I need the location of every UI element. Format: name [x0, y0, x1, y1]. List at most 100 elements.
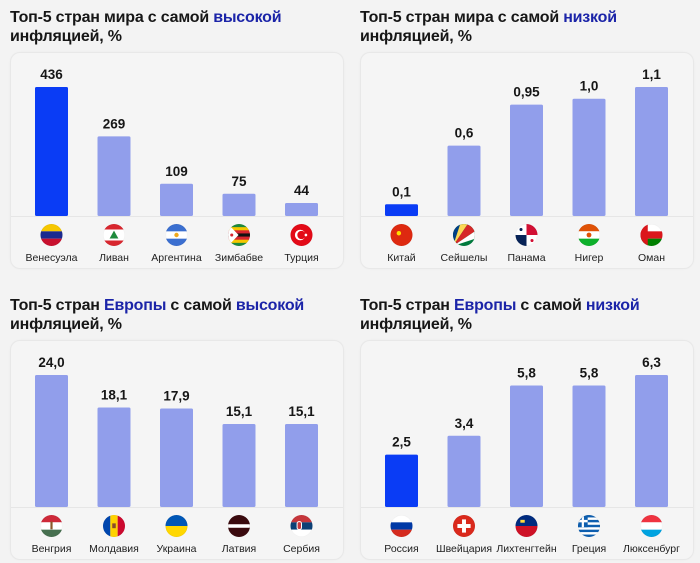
- value-label: 75: [231, 174, 247, 189]
- title-text: Топ-5 стран мира с самой: [360, 9, 564, 26]
- ukraine-flag-icon: [165, 515, 188, 537]
- switzerland-flag-icon: [453, 515, 475, 537]
- category-label: Китай: [387, 252, 416, 264]
- value-label: 15,1: [288, 404, 315, 419]
- bar: [510, 385, 543, 507]
- category-label: Нигер: [575, 252, 604, 264]
- category-label: Россия: [384, 543, 418, 555]
- category-label: Венесуэла: [26, 252, 78, 264]
- title-text-end: инфляцией, %: [10, 316, 122, 333]
- bar: [160, 183, 193, 216]
- seychelles-flag-icon: [453, 224, 475, 246]
- value-label: 6,3: [642, 355, 661, 370]
- category-label: Лихтенгтейн: [496, 543, 556, 555]
- category-label: Сейшелы: [441, 252, 488, 264]
- bar: [160, 408, 193, 507]
- bar: [385, 204, 418, 216]
- title-text-end: инфляцией, %: [10, 28, 122, 45]
- value-label: 24,0: [38, 355, 64, 370]
- value-label: 109: [165, 164, 188, 179]
- luxembourg-flag-icon: [640, 515, 663, 537]
- chart-panel: 436 Венесуэла 269 Ливан 109 Аргентина 75 Зимбаб…: [10, 52, 344, 269]
- value-label: 5,8: [580, 365, 599, 380]
- category-label: Греция: [572, 543, 606, 555]
- category-label: Панама: [507, 252, 545, 264]
- bar-chart: 2,5 Россия 3,4 Швейцария 5,8 Лихтенгтейн 5,8 Гр…: [361, 355, 693, 555]
- chart-panel: 24,0 Венгрия 18,1 Молдавия 17,9 Украина 15,1 Ла…: [10, 340, 344, 560]
- title-accent: высокой: [235, 297, 305, 314]
- title-text: с самой: [516, 297, 586, 314]
- bar: [97, 136, 131, 216]
- lebanon-flag-icon: [103, 224, 125, 246]
- category-label: Люксенбург: [623, 543, 680, 555]
- moldova-flag-icon: [103, 515, 125, 537]
- chart-title: Топ-5 стран Европы с самой низкой инфляц…: [360, 296, 640, 334]
- value-label: 2,5: [392, 435, 411, 450]
- value-label: 15,1: [226, 404, 253, 419]
- chart-title: Топ-5 стран мира с самой низкой инфляцие…: [360, 8, 617, 46]
- bar-chart: 24,0 Венгрия 18,1 Молдавия 17,9 Украина 15,1 Ла…: [11, 355, 343, 555]
- bar: [285, 202, 318, 216]
- bar: [572, 98, 606, 216]
- title-accent: высокой: [213, 9, 282, 26]
- value-label: 0,95: [513, 85, 540, 100]
- bar: [222, 423, 256, 507]
- value-label: 5,8: [517, 365, 536, 380]
- russia-flag-icon: [390, 515, 413, 537]
- bar-chart: 0,1 Китай 0,6 Сейшелы 0,95 Панама 1,0 Нигер 1,1 О…: [361, 67, 693, 264]
- liechtenstein-flag-icon: [515, 515, 538, 537]
- category-label: Ливан: [99, 252, 129, 264]
- title-accent: Европы: [454, 297, 517, 314]
- value-label: 18,1: [101, 387, 128, 402]
- oman-flag-icon: [640, 224, 663, 246]
- chart-title: Топ-5 стран мира с самой высокой инфляци…: [10, 8, 282, 46]
- category-label: Латвия: [222, 543, 256, 555]
- value-label: 0,1: [392, 184, 411, 199]
- title-text-end: инфляцией, %: [360, 316, 472, 333]
- bar: [635, 375, 668, 507]
- value-label: 269: [103, 116, 126, 131]
- bar: [35, 375, 68, 507]
- category-label: Аргентина: [151, 252, 202, 264]
- bar: [222, 193, 256, 216]
- chart-panel: 2,5 Россия 3,4 Швейцария 5,8 Лихтенгтейн 5,8 Гр…: [360, 340, 694, 560]
- value-label: 44: [294, 183, 310, 198]
- bar: [447, 435, 481, 507]
- zimbabwe-flag-icon: [228, 224, 250, 246]
- niger-flag-icon: [578, 224, 600, 246]
- category-label: Сербия: [283, 543, 320, 555]
- bar: [510, 104, 543, 216]
- venezuela-flag-icon: [40, 224, 63, 246]
- bar: [285, 423, 318, 507]
- title-accent: низкой: [563, 9, 617, 26]
- title-accent: Европы: [104, 297, 167, 314]
- bar: [385, 454, 418, 507]
- value-label: 1,1: [642, 67, 661, 82]
- title-text: Топ-5 стран: [360, 297, 454, 314]
- bar-chart: 436 Венесуэла 269 Ливан 109 Аргентина 75 Зимбаб…: [11, 67, 343, 264]
- chart-panel: 0,1 Китай 0,6 Сейшелы 0,95 Панама 1,0 Нигер 1,1 О…: [360, 52, 694, 269]
- title-text-end: инфляцией, %: [360, 28, 472, 45]
- category-label: Оман: [638, 252, 665, 264]
- panama-flag-icon: [515, 224, 538, 246]
- title-text: Топ-5 стран: [10, 297, 104, 314]
- title-text: с самой: [166, 297, 236, 314]
- category-label: Молдавия: [89, 543, 139, 555]
- category-label: Украина: [157, 543, 197, 555]
- bar: [635, 87, 668, 216]
- value-label: 1,0: [580, 79, 599, 94]
- china-flag-icon: [390, 224, 413, 246]
- latvia-flag-icon: [228, 515, 250, 537]
- bar: [97, 407, 131, 507]
- greece-flag-icon: [578, 515, 600, 537]
- value-label: 17,9: [163, 389, 189, 404]
- chart-title: Топ-5 стран Европы с самой высокой инфля…: [10, 296, 304, 334]
- category-label: Венгрия: [32, 543, 72, 555]
- bar: [35, 87, 68, 216]
- category-label: Швейцария: [436, 543, 492, 555]
- title-accent: низкой: [585, 297, 640, 314]
- value-label: 3,4: [455, 416, 474, 431]
- category-label: Зимбабве: [215, 252, 263, 264]
- bar: [447, 145, 481, 216]
- serbia-flag-icon: [290, 515, 313, 537]
